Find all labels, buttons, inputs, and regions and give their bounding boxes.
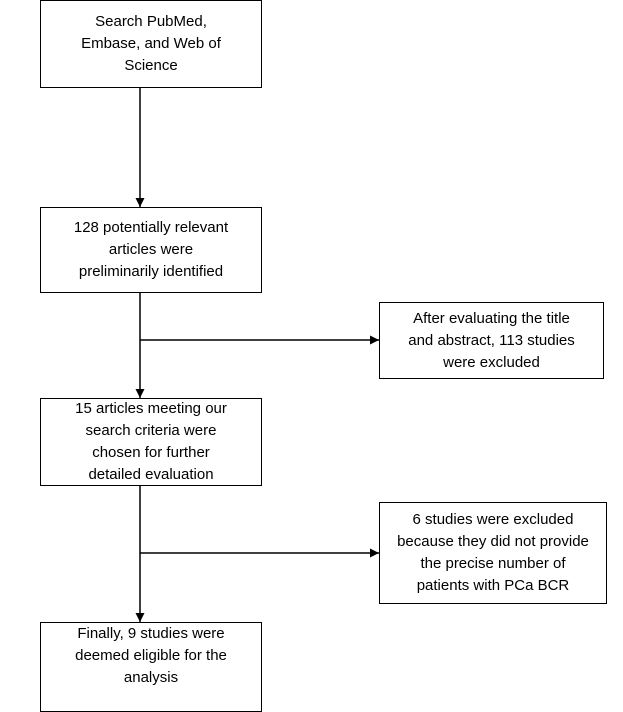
node-text: Embase, and Web of (81, 35, 221, 52)
node-text: articles were (108, 241, 194, 258)
evaluation-box: 15 articles meeting our search criteria w… (40, 398, 262, 486)
node-text: and abstract, 113 studies (408, 331, 575, 349)
excluded-box: 6 studies were excluded because they did … (379, 502, 607, 604)
identified-box: 128 potentially relevant articles were pre… (40, 207, 262, 293)
node-text: patients with PCa BCR (416, 577, 570, 594)
node-text: 128 potentially relevant (73, 219, 229, 236)
flowchart-page: Search PubMed, Embase, and Web of Science … (40, 0, 607, 712)
node-text: Finally, 9 studies were (77, 625, 225, 642)
excluded-box: After evaluating the title and abstract, … (379, 302, 604, 379)
node-text: 15 articles meeting our (75, 400, 227, 417)
node-text: search criteria were (85, 422, 217, 439)
node-text: 6 studies were excluded (412, 511, 574, 528)
connectors (135, 88, 379, 622)
node-text: because they did not provide (397, 533, 589, 550)
node-text: chosen for further (92, 444, 210, 461)
node-text: deemed eligible for the (75, 647, 227, 664)
node-text: After evaluating the title (413, 309, 570, 327)
node-text: preliminarily identified (78, 263, 224, 280)
final-box: Finally, 9 studies were deemed eligible f… (40, 622, 262, 712)
node-text: were excluded (443, 353, 540, 371)
search-box: Search PubMed, Embase, and Web of Science (40, 0, 262, 88)
node-text: the precise number of (420, 555, 566, 572)
node-text: Science (124, 57, 178, 74)
node-text: detailed evaluation (88, 466, 214, 483)
node-text: analysis (123, 669, 179, 686)
node-text: Search PubMed, (95, 13, 207, 30)
